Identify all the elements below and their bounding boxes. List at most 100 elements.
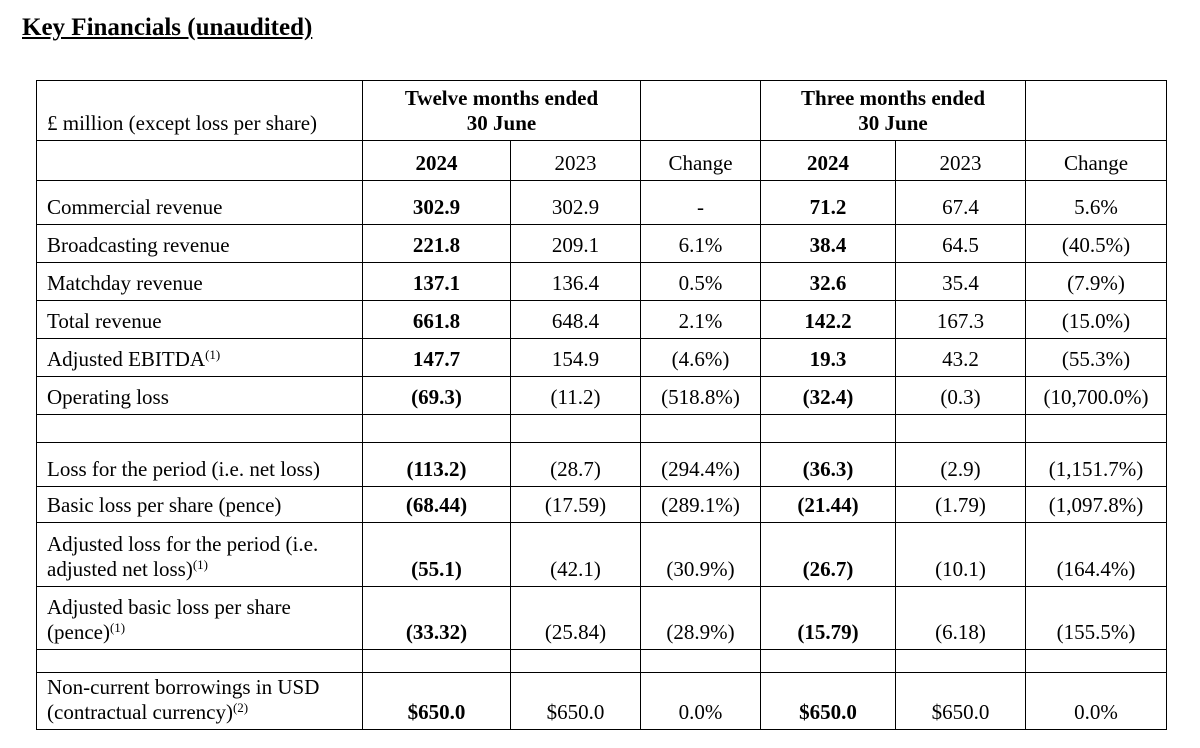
value-cell: (55.3%)	[1025, 338, 1168, 377]
value-cell: (28.9%)	[640, 586, 762, 650]
data-row: Total revenue 661.8 648.4 2.1% 142.2 167.3 (15…	[36, 300, 1168, 339]
value-cell: (26.7)	[760, 522, 897, 587]
financials-table: £ million (except loss per share) Twelve…	[36, 80, 1168, 730]
footnote-ref: (1)	[205, 347, 221, 362]
value-cell: (1.79)	[895, 486, 1027, 523]
column-header: Change	[1025, 140, 1168, 181]
data-row: Matchday revenue 137.1 136.4 0.5% 32.6 35.4 (7…	[36, 262, 1168, 301]
cell	[895, 649, 1027, 673]
period-line: Twelve months ended	[404, 86, 599, 110]
value-cell: 2.1%	[640, 300, 762, 339]
row-label: Broadcasting revenue	[36, 224, 363, 263]
data-row: Adjusted EBITDA(1) 147.7 154.9 (4.6%) 19.3 43…	[36, 338, 1168, 377]
table-body: £ million (except loss per share) Twelve…	[36, 80, 1168, 730]
value-cell: 648.4	[509, 300, 642, 339]
value-cell: 142.2	[760, 300, 897, 339]
value-cell: 43.2	[895, 338, 1027, 377]
label-text: Adjusted basic loss per share (pence)	[47, 595, 291, 644]
value-cell: 661.8	[362, 300, 511, 339]
value-cell: (42.1)	[509, 522, 642, 587]
cell	[1025, 414, 1168, 443]
value-cell: (164.4%)	[1025, 522, 1168, 587]
value-cell: (2.9)	[895, 442, 1027, 487]
period-line: 30 June	[466, 111, 537, 135]
value-cell: $650.0	[895, 672, 1027, 730]
column-header: Change	[640, 140, 762, 181]
value-cell: (25.84)	[509, 586, 642, 650]
value-cell: (6.18)	[895, 586, 1027, 650]
value-cell: (36.3)	[760, 442, 897, 487]
cell	[362, 649, 511, 673]
row-label: Matchday revenue	[36, 262, 363, 301]
cell	[760, 414, 897, 443]
data-row: Adjusted basic loss per share (pence)(1)…	[36, 586, 1168, 650]
cell	[895, 414, 1027, 443]
value-cell: 147.7	[362, 338, 511, 377]
value-cell: 6.1%	[640, 224, 762, 263]
footnote-ref: (1)	[109, 620, 126, 635]
row-label: Adjusted basic loss per share (pence)(1)	[36, 586, 363, 650]
value-cell: (69.3)	[362, 376, 511, 415]
value-cell: (15.79)	[760, 586, 897, 650]
value-cell: (32.4)	[760, 376, 897, 415]
row-label: Total revenue	[36, 300, 363, 339]
value-cell: (1,097.8%)	[1025, 486, 1168, 523]
value-cell: 35.4	[895, 262, 1027, 301]
data-row: Basic loss per share (pence) (68.44) (17.5…	[36, 486, 1168, 523]
cell	[1025, 80, 1168, 141]
value-cell: 64.5	[895, 224, 1027, 263]
column-header: 2023	[895, 140, 1027, 181]
value-cell: 71.2	[760, 180, 897, 225]
spacer-row	[36, 414, 1168, 443]
label-text: Basic loss per share (pence)	[47, 493, 282, 517]
cell	[760, 649, 897, 673]
value-cell: (289.1%)	[640, 486, 762, 523]
label-text: Broadcasting revenue	[47, 233, 230, 257]
value-cell: (518.8%)	[640, 376, 762, 415]
label-text: Matchday revenue	[47, 271, 203, 295]
cell	[509, 414, 642, 443]
value-cell: $650.0	[362, 672, 511, 730]
header-row: £ million (except loss per share) Twelve…	[36, 80, 1168, 141]
cell	[36, 649, 363, 673]
cell	[640, 649, 762, 673]
value-cell: (55.1)	[362, 522, 511, 587]
value-cell: 302.9	[509, 180, 642, 225]
value-cell: (11.2)	[509, 376, 642, 415]
value-cell: 5.6%	[1025, 180, 1168, 225]
header-row: 2024 2023 Change 2024 2023 Change	[36, 140, 1168, 181]
label-text: Loss for the period (i.e. net loss)	[47, 457, 320, 481]
footnote-ref: (2)	[232, 700, 249, 715]
value-cell: 0.5%	[640, 262, 762, 301]
label-text: Total revenue	[47, 309, 162, 333]
row-label: Non-current borrowings in USD (contractu…	[36, 672, 363, 730]
column-header: 2024	[760, 140, 897, 181]
value-cell: (0.3)	[895, 376, 1027, 415]
value-cell: -	[640, 180, 762, 225]
row-label: Operating loss	[36, 376, 363, 415]
row-label: Adjusted EBITDA(1)	[36, 338, 363, 377]
cell	[640, 414, 762, 443]
data-row: Adjusted loss for the period (i.e. adjus…	[36, 522, 1168, 587]
value-cell: 302.9	[362, 180, 511, 225]
value-cell: (33.32)	[362, 586, 511, 650]
value-cell: 0.0%	[640, 672, 762, 730]
value-cell: 67.4	[895, 180, 1027, 225]
value-cell: (30.9%)	[640, 522, 762, 587]
value-cell: (28.7)	[509, 442, 642, 487]
cell	[36, 140, 363, 181]
value-cell: 167.3	[895, 300, 1027, 339]
column-header: 2023	[509, 140, 642, 181]
data-row: Operating loss (69.3) (11.2) (518.8%) (32.4)…	[36, 376, 1168, 415]
value-cell: $650.0	[760, 672, 897, 730]
row-label: Adjusted loss for the period (i.e. adjus…	[36, 522, 363, 587]
value-cell: (17.59)	[509, 486, 642, 523]
label-text: Operating loss	[47, 385, 169, 409]
label-text: Commercial revenue	[47, 195, 223, 219]
cell	[36, 414, 363, 443]
value-cell: (7.9%)	[1025, 262, 1168, 301]
value-cell: (1,151.7%)	[1025, 442, 1168, 487]
period-line: Three months ended	[801, 86, 985, 110]
label-text: Adjusted EBITDA	[47, 347, 206, 371]
